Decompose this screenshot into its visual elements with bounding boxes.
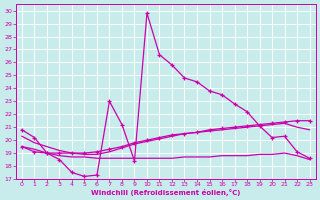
X-axis label: Windchill (Refroidissement éolien,°C): Windchill (Refroidissement éolien,°C)	[91, 189, 240, 196]
